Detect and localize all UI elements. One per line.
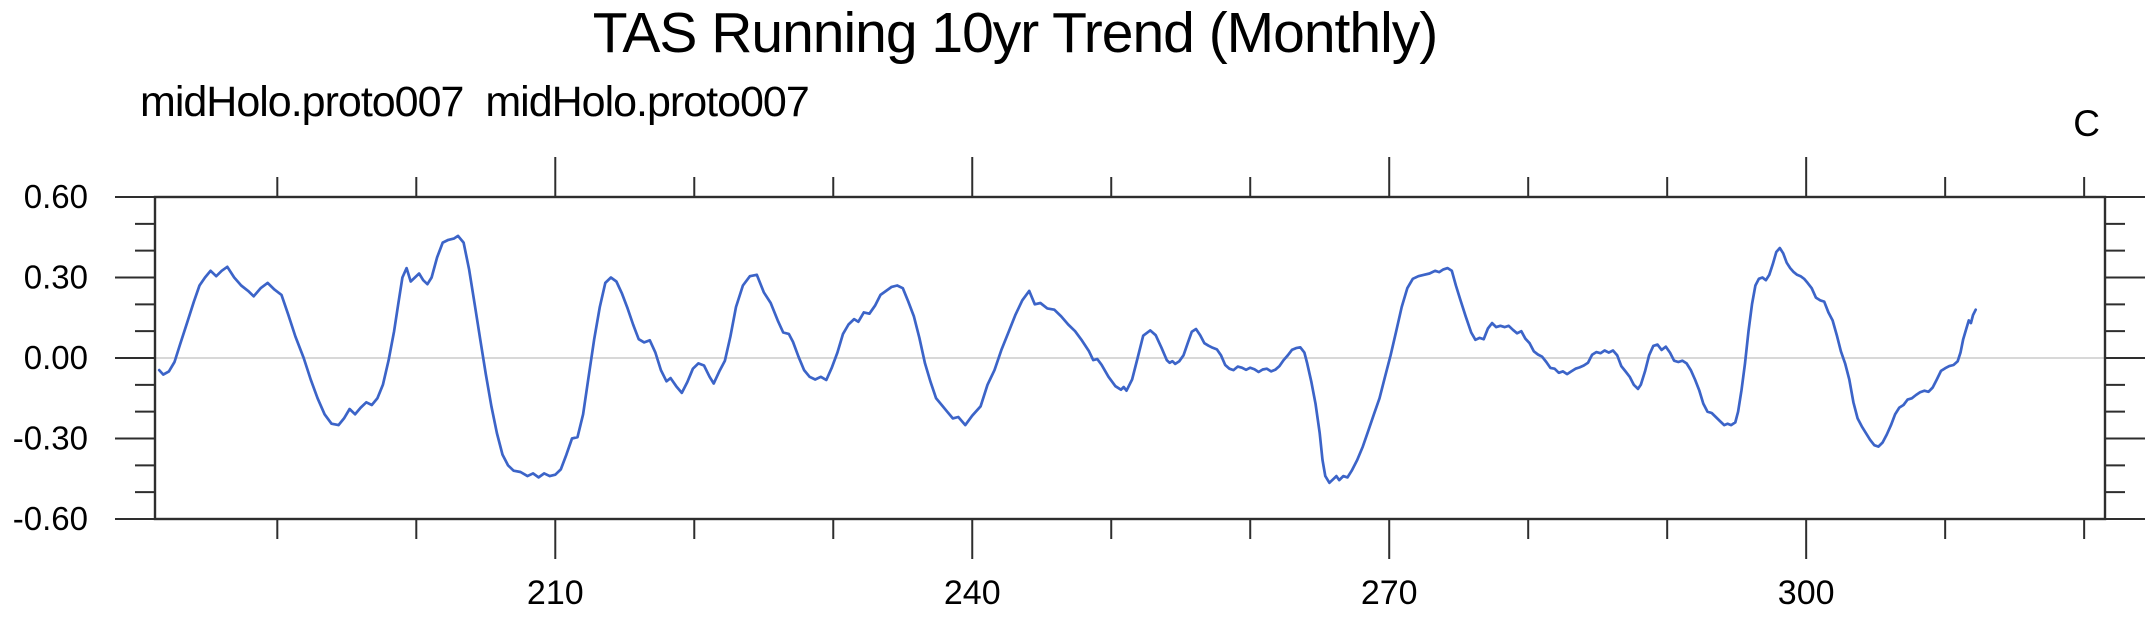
- chart-subtitle: midHolo.proto007 midHolo.proto007: [140, 78, 810, 126]
- chart-title: TAS Running 10yr Trend (Monthly): [592, 1, 1438, 65]
- axis-ticks-group: [115, 157, 2145, 559]
- y-tick-label: -0.60: [13, 500, 88, 537]
- x-tick-label: 240: [944, 574, 1001, 612]
- plot-frame-group: [153, 195, 2107, 521]
- series-line-group: [157, 234, 1978, 485]
- x-tick-label: 210: [527, 574, 584, 612]
- y-tick-label: 0.60: [24, 178, 88, 215]
- y-tick-label: 0.00: [24, 339, 88, 376]
- x-tick-label: 270: [1361, 574, 1418, 612]
- units-label: C: [2073, 103, 2100, 144]
- tick-labels-group: 0.60 0.30 0.00 -0.30 -0.60 210 240 270 300: [13, 178, 1835, 612]
- y-tick-label: -0.30: [13, 420, 88, 457]
- plot-frame: [153, 195, 2107, 521]
- x-tick-label: 300: [1778, 574, 1835, 612]
- y-tick-label: 0.30: [24, 259, 88, 296]
- series-line: [157, 234, 1978, 485]
